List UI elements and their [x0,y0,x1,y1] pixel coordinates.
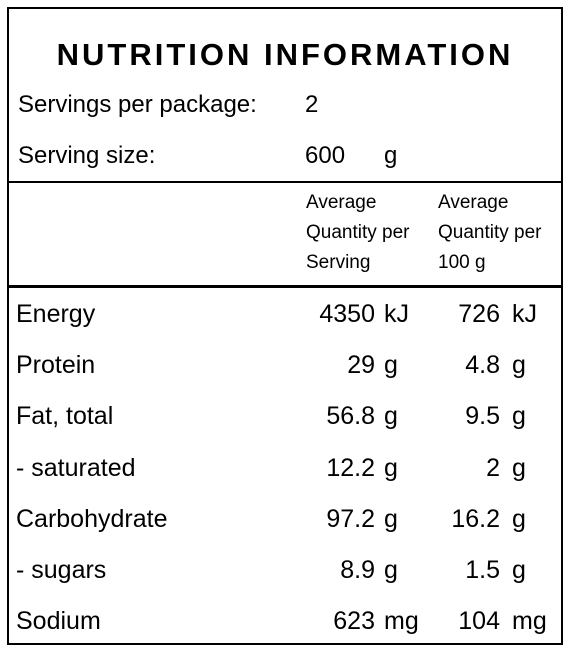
panel-title: NUTRITION INFORMATION [56,37,514,72]
per-100g-unit: g [512,505,526,533]
per-100g-value: 2 [486,454,500,482]
per-serving-value: 623 [333,607,375,635]
nutrient-label: - sugars [16,556,107,584]
per-100g-value: 726 [458,300,500,328]
per-serving-value: 4350 [319,300,375,328]
column-header-line: Average [306,192,377,213]
per-100g-unit: kJ [512,300,537,328]
per-serving-unit: kJ [384,300,409,328]
serving-size-unit: g [384,142,398,169]
per-serving-unit: g [384,556,398,584]
per-100g-value: 1.5 [465,556,500,584]
per-serving-value: 29 [347,351,375,379]
divider-thick [9,285,561,288]
column-header-line: Average [438,192,509,213]
per-100g-unit: mg [512,607,547,635]
column-header-line: Quantity per [306,222,410,243]
per-100g-value: 16.2 [451,505,500,533]
per-100g-value: 9.5 [465,402,500,430]
per-serving-unit: g [384,402,398,430]
per-100g-unit: g [512,351,526,379]
per-100g-value: 104 [458,607,500,635]
nutrient-label: Sodium [16,607,101,635]
nutrient-label: Energy [16,300,96,328]
per-100g-unit: g [512,402,526,430]
serving-size-label: Serving size: [18,142,156,169]
column-header-line: Quantity per [438,222,542,243]
per-100g-value: 4.8 [465,351,500,379]
nutrient-label: Fat, total [16,402,114,430]
per-serving-unit: g [384,351,398,379]
nutrition-panel: NUTRITION INFORMATION Servings per packa… [7,7,563,645]
per-100g-unit: g [512,454,526,482]
per-serving-unit: mg [384,607,419,635]
servings-per-package-label: Servings per package: [18,91,257,118]
column-header-per-serving: Average Quantity per Serving [306,188,410,278]
nutrient-label: - saturated [16,454,136,482]
nutrient-label: Carbohydrate [16,505,168,533]
nutrient-label: Protein [16,351,96,379]
servings-per-package-value: 2 [305,91,319,118]
per-serving-unit: g [384,505,398,533]
divider [9,181,561,183]
per-serving-unit: g [384,454,398,482]
per-serving-value: 12.2 [326,454,375,482]
per-100g-unit: g [512,556,526,584]
per-serving-value: 8.9 [340,556,375,584]
column-header-per-100g: Average Quantity per 100 g [438,188,542,278]
serving-size-value: 600 [305,142,346,169]
per-serving-value: 97.2 [326,505,375,533]
column-header-line: 100 g [438,252,486,273]
column-header-line: Serving [306,252,371,273]
per-serving-value: 56.8 [326,402,375,430]
